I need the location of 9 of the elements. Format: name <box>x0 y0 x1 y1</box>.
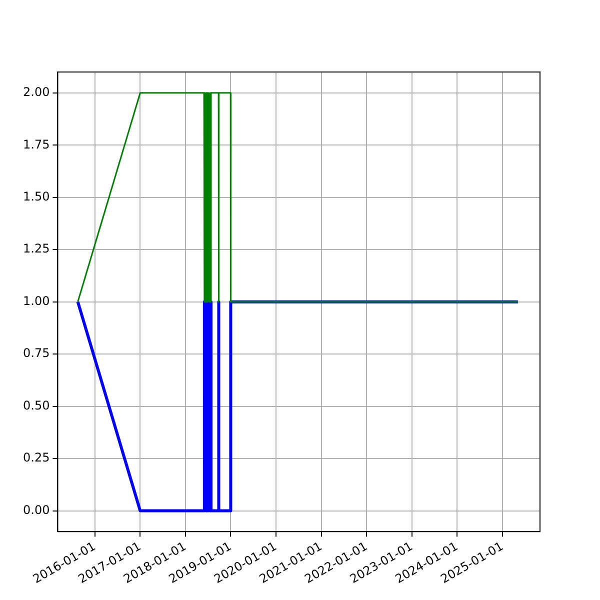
y-tick-label: 1.00 <box>23 294 50 308</box>
y-tick-label: 0.00 <box>23 502 50 517</box>
y-tick-label: 0.75 <box>23 346 50 360</box>
y-tick-label: 1.50 <box>23 189 50 204</box>
y-tick-label: 1.75 <box>23 137 50 152</box>
y-tick-label: 0.50 <box>23 398 50 412</box>
y-tick-label: 0.25 <box>23 450 50 465</box>
y-tick-label: 2.00 <box>23 85 50 100</box>
y-tick-label: 1.25 <box>23 242 50 256</box>
